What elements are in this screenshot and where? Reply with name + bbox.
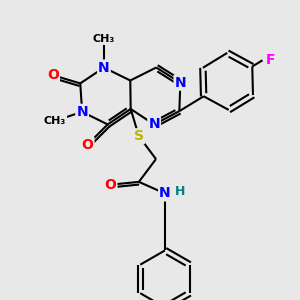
Text: S: S bbox=[134, 129, 144, 143]
Text: F: F bbox=[266, 53, 275, 67]
Text: N: N bbox=[148, 118, 160, 131]
Text: N: N bbox=[76, 105, 88, 119]
Text: O: O bbox=[105, 178, 116, 192]
Text: N: N bbox=[159, 186, 171, 200]
Text: N: N bbox=[98, 61, 110, 75]
Text: CH₃: CH₃ bbox=[93, 34, 115, 44]
Text: O: O bbox=[82, 138, 94, 152]
Text: CH₃: CH₃ bbox=[44, 116, 66, 126]
Text: N: N bbox=[175, 76, 186, 90]
Text: O: O bbox=[47, 68, 59, 82]
Text: H: H bbox=[175, 185, 185, 198]
